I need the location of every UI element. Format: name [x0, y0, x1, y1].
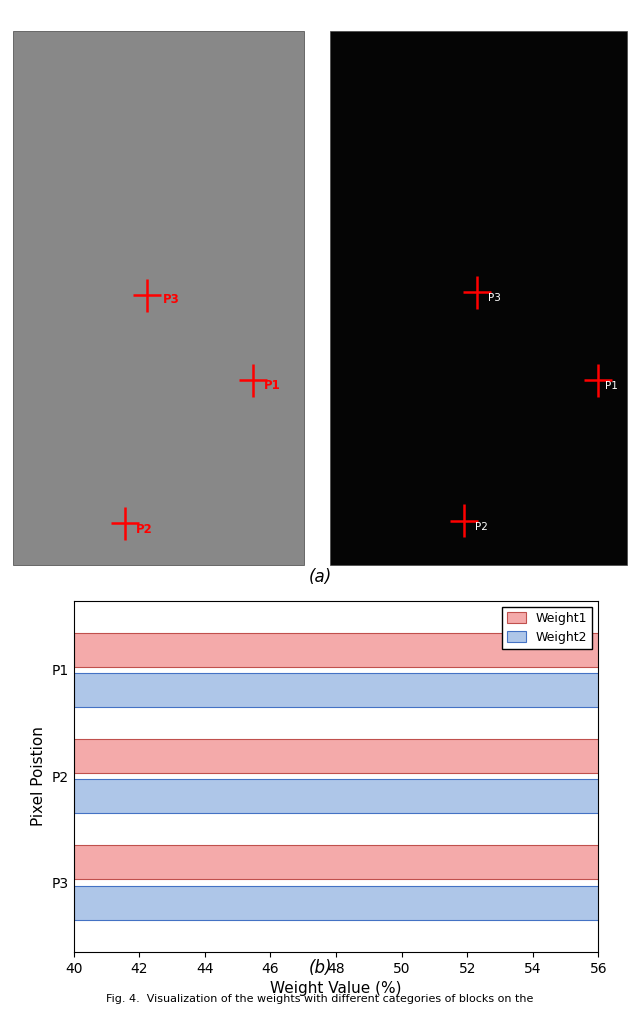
Bar	[74, 886, 640, 920]
Text: P1: P1	[264, 379, 280, 392]
Text: Fig. 4.  Visualization of the weights with different categories of blocks on the: Fig. 4. Visualization of the weights wit…	[106, 994, 534, 1004]
Bar	[74, 632, 640, 667]
X-axis label: Weight Value (%): Weight Value (%)	[270, 981, 402, 996]
Bar	[74, 845, 640, 880]
Text: P1: P1	[605, 381, 618, 391]
Bar	[74, 780, 640, 813]
Text: P2: P2	[136, 522, 152, 535]
FancyBboxPatch shape	[13, 32, 304, 565]
Y-axis label: Pixel Poistion: Pixel Poistion	[31, 726, 46, 827]
Text: P3: P3	[488, 293, 500, 302]
Text: (b): (b)	[308, 959, 332, 977]
FancyBboxPatch shape	[330, 32, 627, 565]
Text: (a): (a)	[308, 568, 332, 586]
Text: P2: P2	[475, 522, 488, 532]
Text: P3: P3	[163, 293, 180, 306]
Legend: Weight1, Weight2: Weight1, Weight2	[502, 607, 592, 649]
Bar	[74, 739, 640, 773]
Bar	[74, 673, 640, 708]
